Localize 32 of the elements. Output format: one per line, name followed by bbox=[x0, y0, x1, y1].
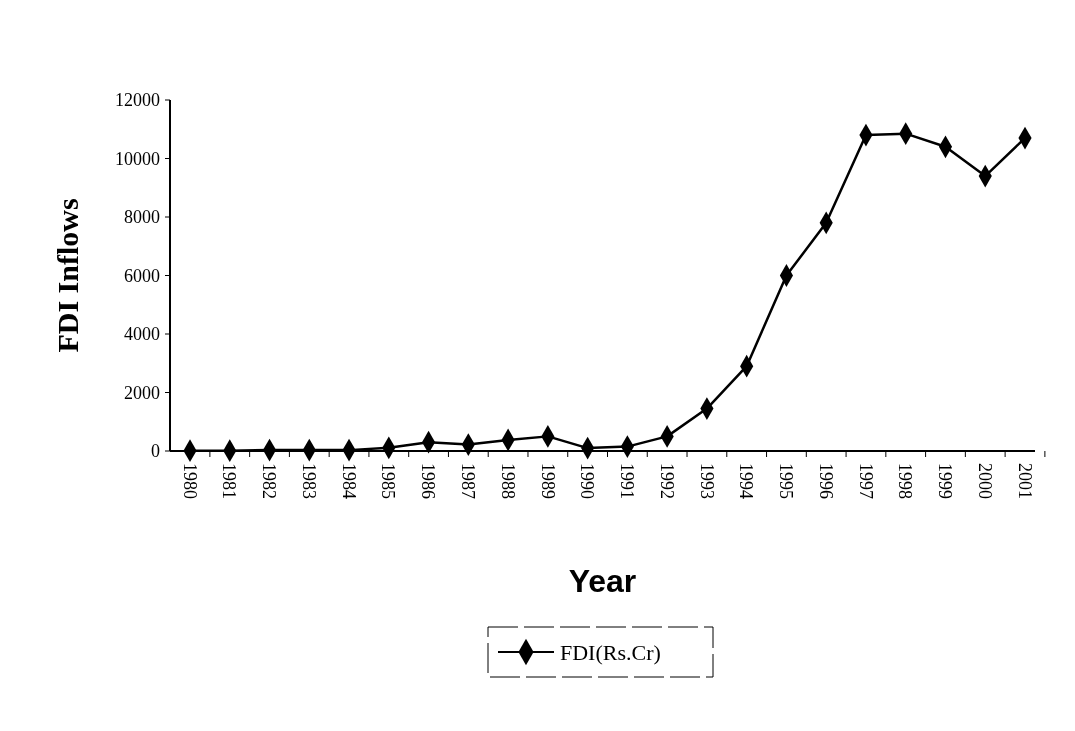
y-axis-title: FDI Inflows bbox=[51, 198, 84, 353]
x-tick-label: 2001 bbox=[1014, 463, 1035, 499]
x-tick-label: 1985 bbox=[378, 463, 399, 499]
x-tick-label: 1982 bbox=[259, 463, 280, 499]
x-tick-label: 1996 bbox=[815, 463, 836, 499]
x-tick-label: 1981 bbox=[219, 463, 240, 499]
x-tick-label: 1990 bbox=[577, 463, 598, 499]
x-tick-label: 1997 bbox=[855, 463, 876, 499]
x-tick-label: 1988 bbox=[497, 463, 518, 499]
x-tick-label: 1989 bbox=[537, 463, 558, 499]
x-tick-label: 1991 bbox=[617, 463, 638, 499]
x-tick-label: 1993 bbox=[696, 463, 717, 499]
y-tick-label: 10000 bbox=[115, 148, 160, 169]
y-tick-label: 0 bbox=[151, 441, 160, 462]
x-tick-label: 2000 bbox=[974, 463, 995, 499]
x-tick-label: 1980 bbox=[179, 463, 200, 499]
x-tick-label: 1998 bbox=[895, 463, 916, 499]
x-tick-label: 1983 bbox=[298, 463, 319, 499]
x-tick-label: 1992 bbox=[656, 463, 677, 499]
x-tick-label: 1994 bbox=[736, 463, 757, 499]
y-tick-label: 12000 bbox=[115, 90, 160, 111]
x-tick-label: 1995 bbox=[776, 463, 797, 499]
y-tick-label: 8000 bbox=[124, 207, 160, 228]
x-tick-label: 1987 bbox=[458, 463, 479, 499]
y-tick-label: 4000 bbox=[124, 324, 160, 345]
x-tick-label: 1986 bbox=[418, 463, 439, 499]
y-tick-label: 2000 bbox=[124, 382, 160, 403]
x-axis-title: Year bbox=[568, 563, 637, 599]
x-tick-label: 1984 bbox=[338, 463, 359, 499]
y-tick-label: 6000 bbox=[124, 265, 160, 286]
legend-label: FDI(Rs.Cr) bbox=[560, 639, 661, 665]
x-tick-label: 1999 bbox=[935, 463, 956, 499]
